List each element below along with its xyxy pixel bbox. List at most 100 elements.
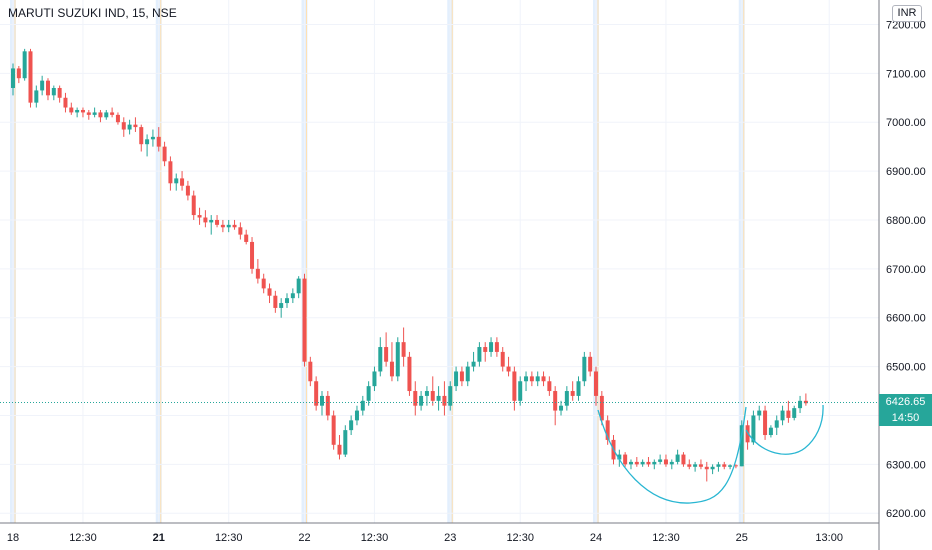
time-tick-label: 25 [736, 532, 748, 544]
candle [512, 366, 517, 411]
candle [628, 459, 633, 470]
candle [786, 400, 791, 423]
candle-body [343, 430, 348, 455]
candle-body [354, 410, 359, 421]
candle [115, 112, 120, 125]
candle-body [395, 342, 400, 377]
candle [459, 366, 464, 387]
candle [366, 381, 371, 406]
candle [360, 395, 365, 416]
candle [308, 356, 313, 387]
chart-title: MARUTI SUZUKI IND, 15, NSE [8, 6, 177, 20]
candle-body [768, 427, 773, 436]
candle-body [16, 68, 21, 79]
candle-body [168, 161, 173, 184]
time-tick-label: 24 [590, 532, 602, 544]
candle [570, 381, 575, 401]
candle-body [121, 122, 126, 130]
candle-body [663, 459, 668, 465]
candle [407, 351, 412, 396]
candle-body [757, 410, 762, 416]
candle [238, 222, 243, 240]
candle-body [45, 80, 50, 96]
candle [646, 457, 651, 467]
candle [296, 276, 301, 299]
candle-body [471, 361, 476, 367]
candle [698, 459, 703, 470]
candle [110, 107, 115, 118]
candle [529, 371, 534, 387]
candle [378, 337, 383, 377]
candle-body [751, 415, 756, 443]
candle [442, 381, 447, 416]
time-axis[interactable]: 18 12:30 21 12:30 22 12:30 23 12:30 24 12:30 25 13:… [7, 532, 843, 544]
candle-body [145, 139, 150, 145]
candle [232, 219, 237, 230]
candle-body [419, 395, 424, 406]
candle-body [623, 454, 628, 465]
time-tick-label: 12:30 [361, 532, 389, 544]
candle [803, 393, 808, 406]
candle-body [728, 465, 733, 467]
candle [285, 293, 290, 308]
candle [722, 461, 727, 470]
candle [331, 410, 336, 450]
candle [168, 156, 173, 191]
handle-curve[interactable] [745, 404, 824, 455]
candle [226, 219, 231, 233]
candle [658, 454, 663, 465]
candle-body [500, 351, 505, 367]
candle [98, 109, 103, 123]
time-tick-label: 18 [7, 532, 19, 544]
candle [349, 415, 354, 436]
candle-body [389, 361, 394, 377]
candle-body [40, 80, 45, 91]
candle-body [384, 347, 389, 362]
candle [145, 134, 150, 157]
candle-body [150, 136, 155, 140]
price-axis[interactable]: 6200.006300.006400.006500.006600.006700.… [886, 19, 926, 520]
candle-body [733, 465, 738, 467]
candle [372, 366, 377, 392]
candle [86, 109, 91, 120]
candle [156, 127, 161, 152]
candle-body [337, 444, 342, 455]
candle [687, 459, 692, 470]
price-tick-label: 7200.00 [886, 19, 926, 31]
candle [733, 464, 738, 469]
price-tick-label: 6600.00 [886, 313, 926, 325]
candle [267, 283, 272, 304]
candle-body [605, 420, 610, 440]
candle-body [489, 342, 494, 352]
candle-body [681, 454, 686, 465]
candle-body [559, 405, 564, 411]
candle [798, 395, 803, 414]
candle [34, 85, 39, 108]
candle [506, 356, 511, 377]
drawings-layer[interactable] [597, 404, 824, 504]
candle [162, 141, 167, 167]
time-tick-label: 12:30 [652, 532, 680, 544]
cup-curve[interactable] [597, 406, 747, 504]
time-tick-label: 23 [444, 532, 456, 544]
candle [51, 85, 56, 101]
candle-body [185, 185, 190, 196]
candle-body [11, 68, 15, 88]
candle [244, 229, 249, 245]
candle-body [22, 51, 27, 79]
candle-body [518, 381, 523, 401]
candle-body [483, 347, 488, 352]
candle [22, 48, 27, 81]
candle [623, 452, 628, 467]
candle-body [640, 461, 645, 465]
price-tick-label: 6200.00 [886, 508, 926, 520]
price-tick-label: 6300.00 [886, 459, 926, 471]
candle-body [319, 395, 324, 406]
candle-body [261, 278, 266, 289]
currency-button[interactable]: INR [892, 5, 922, 22]
candle-body [34, 90, 39, 103]
candle-body [477, 347, 482, 362]
candle [319, 391, 324, 416]
candle [150, 129, 155, 147]
